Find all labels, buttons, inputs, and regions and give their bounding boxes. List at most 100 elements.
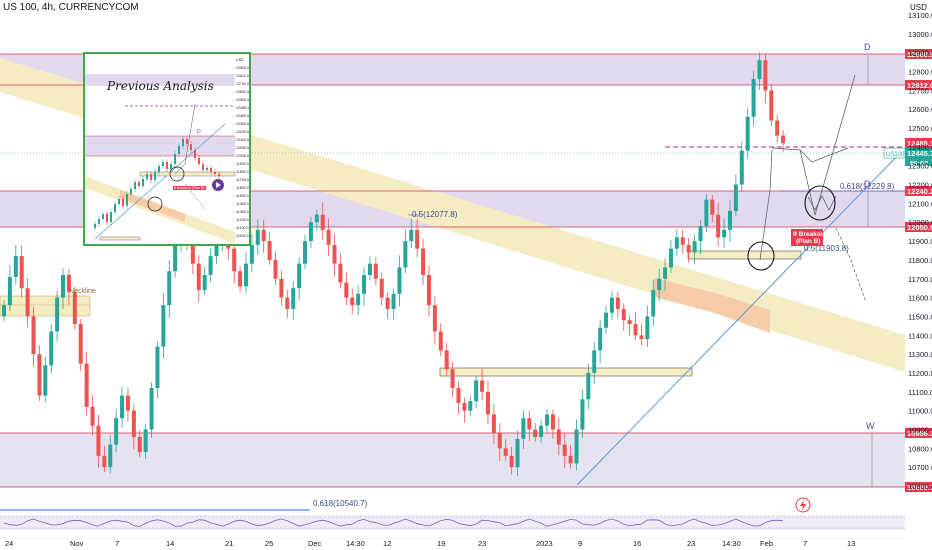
inset-zone-mid — [85, 136, 235, 156]
candle-body — [379, 278, 384, 298]
annotation-label: 0.5(12077.8) — [412, 210, 458, 219]
candle-body — [125, 395, 130, 411]
candle-body — [90, 406, 95, 426]
candle-body — [344, 282, 349, 298]
candle-body — [733, 184, 738, 211]
candle-body — [781, 135, 786, 144]
inset-candle-body — [166, 162, 168, 169]
inset-candle-body — [146, 174, 148, 179]
projection-zigzag — [807, 195, 837, 211]
candle-body — [2, 305, 6, 317]
inset-zone-top — [85, 74, 235, 86]
inset-candle-body — [94, 224, 96, 228]
inset-candle-body — [162, 162, 164, 166]
inset-candle-body — [114, 204, 116, 212]
price-tag-label: 12968.9 — [907, 50, 932, 59]
rsi-line — [3, 518, 784, 527]
candle-body — [503, 448, 508, 456]
candle-body — [291, 288, 296, 309]
candle-body — [580, 399, 585, 430]
inset-breakout-tag: If Breakout (Plan B) — [173, 186, 206, 190]
price-tag-bg — [905, 222, 932, 232]
price-tag-label: 12485.1 — [907, 139, 932, 148]
y-tick-label: 11700.0 — [908, 275, 932, 284]
inset-candle-body — [126, 194, 128, 206]
candle-body — [586, 372, 591, 400]
candle-body — [332, 244, 337, 264]
annotation-label: 0.618(12229.8) — [840, 182, 895, 191]
candle-body — [763, 60, 768, 91]
candle-body — [497, 433, 502, 449]
candle-body — [515, 438, 520, 468]
candle-body — [509, 455, 514, 468]
annotation-label: Neckline — [69, 288, 96, 295]
candle-body — [49, 331, 54, 366]
price-tag-label: 12812.0 — [907, 81, 932, 90]
candle-body — [196, 263, 201, 291]
price-tag-bg — [905, 138, 932, 148]
inset-price-label: 11700.0 — [236, 178, 249, 182]
candle-body — [190, 241, 195, 264]
candle-body — [243, 263, 248, 287]
price-tag-label: 10669.7 — [907, 483, 932, 492]
candle-body — [61, 274, 66, 298]
price-tag-bg — [905, 80, 932, 90]
inset-candle-body — [110, 212, 112, 222]
candle-body — [403, 241, 408, 268]
y-tick-label: 10700.0 — [908, 463, 932, 472]
breakout-highlight-1 — [654, 278, 715, 313]
candle-body — [704, 199, 709, 227]
price-tag-label: 12240.2 — [907, 187, 932, 196]
candle-body — [314, 214, 319, 223]
inset-price-label: 12812.0 — [236, 74, 249, 78]
inset-candle-body — [186, 139, 188, 144]
candle-body — [385, 297, 390, 309]
inset-price-label: 12200.0 — [236, 130, 249, 134]
y-tick-label: 12000.0 — [908, 218, 932, 227]
candle-body — [7, 276, 12, 306]
inset-candle-body — [138, 182, 140, 186]
candle-body — [31, 316, 36, 355]
candle-body — [285, 297, 290, 309]
candle-body — [214, 241, 219, 257]
candle-body — [621, 308, 626, 321]
candle-body — [279, 278, 284, 298]
inset-candle-body — [106, 214, 108, 222]
inset-price-label: 12900.0 — [236, 66, 249, 70]
candle-body — [415, 229, 420, 249]
candle-body — [356, 293, 361, 306]
candle-body — [120, 395, 125, 419]
candle-body — [698, 226, 703, 242]
breakout-tag-bg — [791, 229, 823, 246]
candle-body — [680, 237, 685, 245]
candle-body — [657, 278, 662, 291]
inset-candle-body — [142, 179, 144, 186]
inset-candle-body — [206, 168, 208, 170]
inset-candle-body — [158, 166, 160, 172]
candle-body — [78, 323, 83, 364]
projection-down — [835, 227, 867, 303]
candle-body — [468, 401, 473, 411]
inset-price-label: 12050.5 — [236, 146, 249, 150]
candle-body — [562, 444, 567, 456]
x-tick-label: 12 — [383, 539, 391, 548]
candle-body — [167, 271, 172, 306]
annotation-label: 0.5(11903.8) — [804, 244, 849, 253]
price-tag-label: 12050.5 — [907, 223, 932, 232]
x-tick-label: 9 — [578, 539, 582, 548]
candle-body — [598, 327, 603, 351]
candle-body — [474, 380, 479, 402]
candle-body — [397, 267, 402, 294]
candle-body — [527, 418, 532, 430]
candle-body — [444, 350, 449, 370]
candle-body — [556, 429, 561, 445]
rsi-panel — [0, 515, 905, 530]
y-tick-label: 10800.0 — [908, 444, 932, 453]
inset-price-label: 11100.0 — [236, 226, 248, 230]
candle-body — [751, 79, 756, 117]
inset-highlight — [120, 190, 185, 222]
candle-body — [25, 288, 30, 317]
candle-body — [485, 391, 490, 415]
inset-price-label: 12700.0 — [236, 82, 249, 86]
